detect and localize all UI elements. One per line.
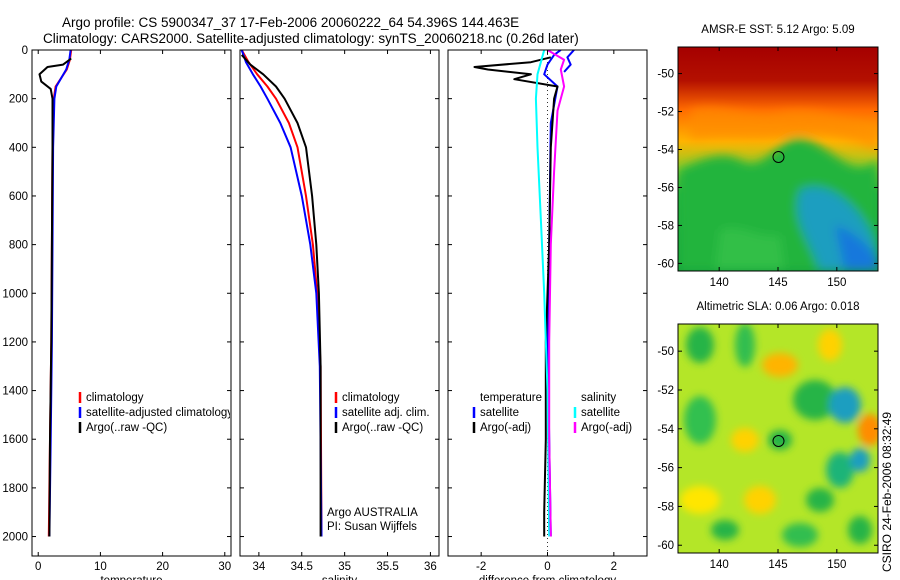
- y-tick-label: 400: [9, 142, 28, 154]
- y-tick-label: -52: [657, 385, 674, 397]
- x-tick-label: 20: [156, 561, 169, 573]
- credit-line: PI: Susan Wijffels: [327, 521, 417, 533]
- y-tick-label: -54: [657, 145, 674, 157]
- x-axis-label: temperature: [100, 575, 162, 580]
- legend-label: satellite-adjusted climatology: [86, 407, 233, 419]
- legend-label: Argo(..raw -QC): [342, 422, 423, 434]
- y-tick-label: -60: [657, 540, 674, 552]
- x-tick-label: 10: [94, 561, 107, 573]
- sst-map-panel: AMSR-E SST: 5.12 Argo: 5.09 140 145 150 -50 -…: [657, 24, 879, 289]
- y-tick-label: -52: [657, 107, 674, 119]
- y-tick-label: 800: [9, 240, 28, 252]
- x-tick-label: 34: [252, 561, 265, 573]
- timestamp-side-label: CSIRO 24-Feb-2006 08:32:49: [880, 412, 894, 572]
- map-title: Altimetric SLA: 0.06 Argo: 0.018: [696, 301, 859, 313]
- x-tick-label: 140: [710, 559, 729, 571]
- temperature-panel: 0 200 400 600 800 1000 1200 1400 1600 1800 2000 0 10…: [2, 45, 233, 580]
- y-tick-label: -50: [657, 346, 674, 358]
- map-title: AMSR-E SST: 5.12 Argo: 5.09: [701, 24, 854, 36]
- x-axis-label: difference from climatology: [479, 575, 616, 580]
- plot-frame: [31, 49, 232, 557]
- y-tick-label: -58: [657, 501, 674, 513]
- y-tick-label: -60: [657, 258, 674, 270]
- figure-title-line2: Climatology: CARS2000. Satellite-adjuste…: [43, 31, 579, 46]
- y-tick-label: 1600: [2, 434, 28, 446]
- legend-label: satellite adj. clim.: [342, 407, 430, 419]
- legend-label: satellite: [581, 407, 620, 419]
- x-tick-label: 35.5: [376, 561, 398, 573]
- y-tick-label: 1800: [2, 483, 28, 495]
- y-tick-label: 200: [9, 94, 28, 106]
- x-tick-label: 140: [710, 277, 729, 289]
- difference-panel: -2 0 2 difference from climatology temperatu…: [447, 49, 648, 580]
- y-tick-label: -54: [657, 424, 674, 436]
- credit-line: Argo AUSTRALIA: [327, 507, 418, 519]
- series-line-2: [38, 57, 72, 537]
- series-line-1: [240, 50, 323, 537]
- x-tick-label: 2: [611, 561, 617, 573]
- x-tick-label: 34.5: [291, 561, 313, 573]
- plot-frame: [239, 49, 440, 557]
- sla-map-panel: Altimetric SLA: 0.06 Argo: 0.018 140 145 15…: [657, 301, 879, 571]
- series-line-1: [473, 56, 559, 537]
- legend-label: temperature: [480, 392, 542, 404]
- series-line-4: [563, 50, 575, 73]
- legend-label: Argo(..raw -QC): [86, 422, 167, 434]
- y-tick-label: 600: [9, 191, 28, 203]
- legend-label: salinity: [581, 392, 616, 404]
- x-tick-label: 150: [827, 559, 846, 571]
- x-axis-label: salinity: [322, 575, 357, 580]
- y-tick-label: 1200: [2, 337, 28, 349]
- figure-title-line1: Argo profile: CS 5900347_37 17-Feb-2006 …: [62, 15, 519, 30]
- x-tick-label: 145: [768, 559, 787, 571]
- salinity-panel: 34 34.5 35 35.5 36 salinity climatology satelli…: [239, 49, 440, 580]
- legend-label: satellite: [480, 407, 519, 419]
- x-tick-label: 145: [768, 277, 787, 289]
- y-tick-label: 0: [22, 45, 28, 57]
- x-tick-label: -2: [476, 561, 486, 573]
- x-tick-label: 0: [544, 561, 550, 573]
- y-tick-label: -58: [657, 220, 674, 232]
- y-tick-label: 2000: [2, 532, 28, 544]
- y-tick-label: -56: [657, 463, 674, 475]
- y-tick-label: 1000: [2, 288, 28, 300]
- y-tick-label: 1400: [2, 386, 28, 398]
- y-tick-label: -50: [657, 69, 674, 81]
- series-line-3: [546, 50, 566, 537]
- series-line-2: [534, 50, 551, 537]
- y-tick-label: -56: [657, 182, 674, 194]
- x-tick-label: 30: [218, 561, 231, 573]
- x-tick-label: 36: [424, 561, 437, 573]
- x-tick-label: 35: [338, 561, 351, 573]
- legend-label: climatology: [342, 392, 400, 404]
- series-line-0: [240, 50, 323, 537]
- series-line-2: [240, 54, 322, 537]
- legend-label: Argo(-adj): [480, 422, 531, 434]
- x-tick-label: 0: [35, 561, 41, 573]
- legend-label: Argo(-adj): [581, 422, 632, 434]
- x-tick-label: 150: [827, 277, 846, 289]
- legend-label: climatology: [86, 392, 144, 404]
